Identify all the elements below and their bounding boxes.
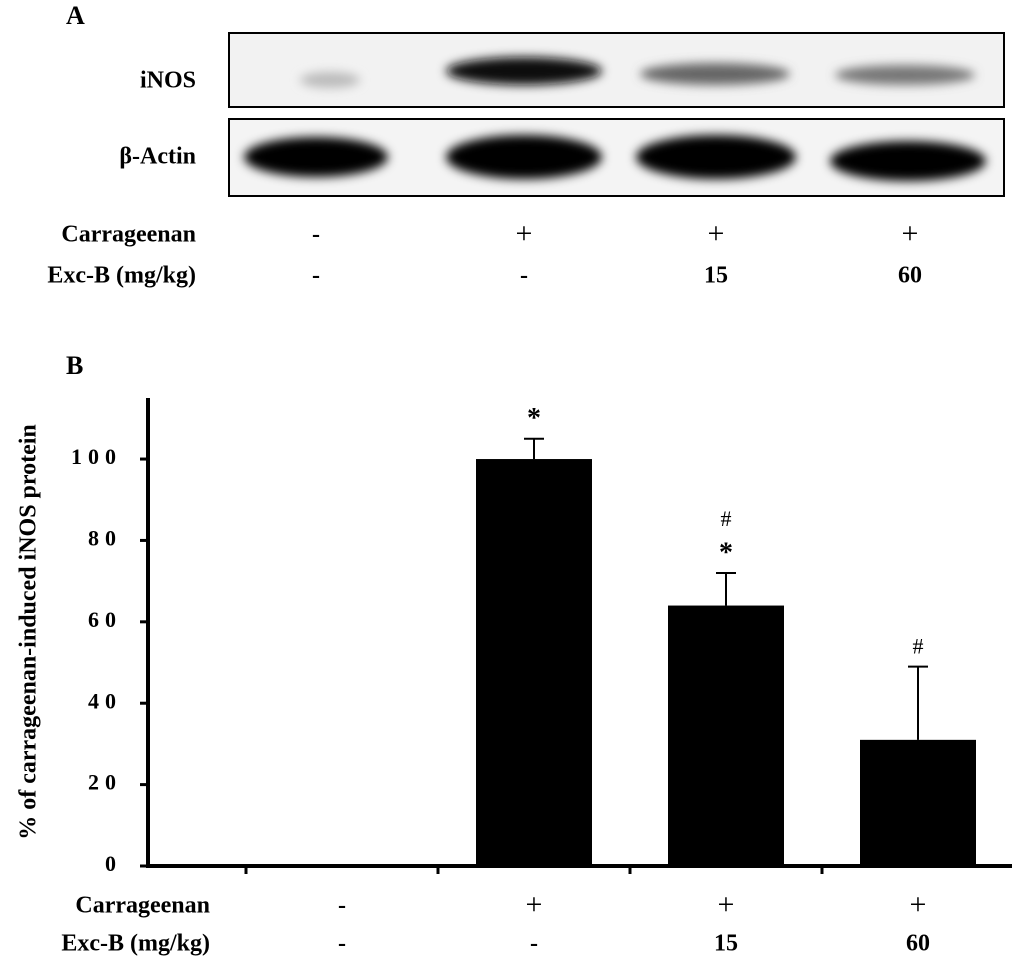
condition-value: - [312,222,320,248]
y-tick-label: 80 [88,525,122,550]
blot-bands [244,57,986,181]
condition-value: + [910,888,927,921]
significance-mark: # [721,506,732,531]
y-tick-label: 40 [88,688,122,713]
y-tick-label: 100 [71,444,122,469]
error-bar [524,437,544,460]
blot-row-label: iNOS [140,68,196,94]
condition-value: - [338,931,346,957]
condition-value: - [312,263,320,289]
significance-mark: * [527,403,541,434]
y-axis-label: % of carrageenan-induced iNOS protein [16,424,42,840]
blot-row-label: β-Actin [119,144,196,170]
panel-label: A [66,1,85,30]
significance-mark: * [719,537,733,568]
bar [668,605,784,866]
condition-value: + [516,217,533,250]
error-bar [716,571,736,606]
condition-value: 15 [714,931,738,957]
condition-value: 60 [898,263,922,289]
bar [860,739,976,866]
condition-value: - [530,931,538,957]
condition-label: Exc-B (mg/kg) [61,931,210,957]
condition-value: - [338,893,346,919]
y-tick-label: 0 [105,851,122,876]
significance-mark: # [913,634,924,659]
bar [476,459,592,866]
condition-label: Carrageenan [61,222,196,248]
condition-label: Carrageenan [75,893,210,919]
y-tick-label: 60 [88,607,122,632]
y-tick-label: 20 [88,770,122,795]
condition-value: - [520,263,528,289]
condition-value: + [708,217,725,250]
condition-value: 15 [704,263,728,289]
condition-value: + [526,888,543,921]
panel-label: B [66,351,83,380]
condition-value: 60 [906,931,930,957]
condition-label: Exc-B (mg/kg) [47,263,196,289]
condition-value: + [902,217,919,250]
condition-value: + [718,888,735,921]
error-bar [908,665,928,740]
